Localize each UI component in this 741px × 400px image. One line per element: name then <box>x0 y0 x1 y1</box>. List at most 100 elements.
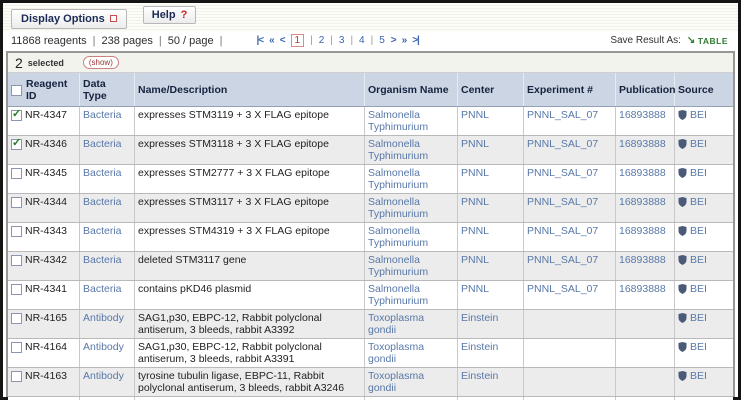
fast-next-button[interactable]: » <box>402 35 407 46</box>
next-page-button[interactable]: > <box>391 35 396 46</box>
organism-name-link[interactable]: Salmonella Typhimurium <box>368 109 454 133</box>
organism-name-link[interactable]: Toxoplasma gondii <box>368 312 454 336</box>
row-checkbox[interactable] <box>11 255 22 266</box>
row-checkbox[interactable] <box>11 313 22 324</box>
center-link[interactable]: PNNL <box>461 225 489 237</box>
organism-name-link[interactable]: Toxoplasma gondii <box>368 370 454 394</box>
last-page-button[interactable]: >| <box>412 35 419 46</box>
row-checkbox[interactable] <box>11 284 22 295</box>
row-checkbox[interactable] <box>11 371 22 382</box>
page-link-3[interactable]: 3 <box>339 35 345 46</box>
source-link[interactable]: BEI <box>690 283 707 295</box>
publication-link[interactable]: 16893888 <box>619 138 666 150</box>
data-type-link[interactable]: Bacteria <box>83 283 122 295</box>
experiment-link[interactable]: PNNL_SAL_07 <box>527 109 598 121</box>
data-type-link[interactable]: Bacteria <box>83 138 122 150</box>
center-cell: PNNL <box>458 223 524 251</box>
page-link-4[interactable]: 4 <box>359 35 365 46</box>
experiment-link[interactable]: PNNL_SAL_07 <box>527 225 598 237</box>
source-link[interactable]: BEI <box>690 312 707 324</box>
source-link[interactable]: BEI <box>690 341 707 353</box>
row-checkbox[interactable] <box>11 197 22 208</box>
column-header-organism-name: Organism Name <box>365 73 458 106</box>
center-cell: PNNL <box>458 107 524 135</box>
data-type-link[interactable]: Antibody <box>83 341 124 353</box>
organism-name-link[interactable]: Salmonella Typhimurium <box>368 138 454 162</box>
center-link[interactable]: PNNL <box>461 283 489 295</box>
source-link[interactable]: BEI <box>690 138 707 150</box>
selected-count: 2 <box>15 55 23 71</box>
publication-link[interactable]: 16893888 <box>619 225 666 237</box>
data-type-cell: Bacteria <box>80 252 135 280</box>
data-type-link[interactable]: Antibody <box>83 312 124 324</box>
name-description: expresses STM4319 + 3 X FLAG epitope <box>138 225 330 237</box>
help-button[interactable]: Help ? <box>143 6 197 24</box>
table-row: NR-4344Bacteriaexpresses STM3117 + 3 X F… <box>8 194 733 223</box>
table-row: NR-4165AntibodySAG1,p30, EBPC-12, Rabbit… <box>8 310 733 339</box>
source-link[interactable]: BEI <box>690 167 707 179</box>
page-link-5[interactable]: 5 <box>379 35 385 46</box>
row-checkbox[interactable] <box>11 226 22 237</box>
first-page-button[interactable]: |< <box>256 35 263 46</box>
prev-page-button[interactable]: < <box>280 35 285 46</box>
pagination: |<«<1|2|3|4|5>»>| <box>256 34 418 47</box>
publication-cell: 16893888 <box>616 194 675 222</box>
experiment-link[interactable]: PNNL_SAL_07 <box>527 283 598 295</box>
organism-name-link[interactable]: Salmonella Typhimurium <box>368 167 454 191</box>
column-header-label: Organism Name <box>368 84 449 96</box>
center-link[interactable]: PNNL <box>461 138 489 150</box>
publication-link[interactable]: 16893888 <box>619 167 666 179</box>
fast-prev-button[interactable]: « <box>269 35 274 46</box>
experiment-link[interactable]: PNNL_SAL_07 <box>527 254 598 266</box>
row-checkbox[interactable] <box>11 342 22 353</box>
row-checkbox[interactable] <box>11 168 22 179</box>
divider: | <box>371 35 374 46</box>
center-cell: PNNL <box>458 136 524 164</box>
organism-name-link[interactable]: Salmonella Typhimurium <box>368 254 454 278</box>
name-description: tyrosine tubulin ligase, EBPC-11, Rabbit… <box>138 370 361 394</box>
center-link[interactable]: Einstein <box>461 370 498 382</box>
source-link[interactable]: BEI <box>690 196 707 208</box>
data-type-link[interactable]: Bacteria <box>83 196 122 208</box>
organism-name-link[interactable]: Salmonella Typhimurium <box>368 225 454 249</box>
publication-link[interactable]: 16893888 <box>619 283 666 295</box>
name-description-cell: expresses STM4319 + 3 X FLAG epitope <box>135 223 365 251</box>
source-link[interactable]: BEI <box>690 370 707 382</box>
data-type-link[interactable]: Antibody <box>83 370 124 382</box>
publication-link[interactable]: 16893888 <box>619 109 666 121</box>
center-link[interactable]: PNNL <box>461 254 489 266</box>
organism-name-link[interactable]: Toxoplasma gondii <box>368 341 454 365</box>
data-type-link[interactable]: Bacteria <box>83 225 122 237</box>
center-link[interactable]: PNNL <box>461 109 489 121</box>
center-link[interactable]: PNNL <box>461 196 489 208</box>
publication-cell: 16893888 <box>616 136 675 164</box>
center-link[interactable]: Einstein <box>461 312 498 324</box>
experiment-link[interactable]: PNNL_SAL_07 <box>527 138 598 150</box>
row-checkbox[interactable] <box>11 110 22 121</box>
save-as-table-link[interactable]: ↘ TABLE <box>687 35 728 46</box>
experiment-cell <box>524 339 616 367</box>
organism-name-link[interactable]: Salmonella Typhimurium <box>368 196 454 220</box>
name-description: expresses STM3118 + 3 X FLAG epitope <box>138 138 329 150</box>
select-all-checkbox[interactable] <box>11 85 22 96</box>
table-row: NR-4347Bacteriaexpresses STM3119 + 3 X F… <box>8 107 733 136</box>
row-checkbox[interactable] <box>11 139 22 150</box>
source-link[interactable]: BEI <box>690 109 707 121</box>
page-link-2[interactable]: 2 <box>319 35 325 46</box>
organism-name-link[interactable]: Salmonella Typhimurium <box>368 283 454 307</box>
show-selected-button[interactable]: (show) <box>83 56 119 69</box>
source-link[interactable]: BEI <box>690 225 707 237</box>
data-type-link[interactable]: Bacteria <box>83 254 122 266</box>
publication-link[interactable]: 16893888 <box>619 254 666 266</box>
center-link[interactable]: Einstein <box>461 341 498 353</box>
center-link[interactable]: PNNL <box>461 167 489 179</box>
data-type-link[interactable]: Bacteria <box>83 109 122 121</box>
publication-cell: 16893888 <box>616 223 675 251</box>
publication-link[interactable]: 16893888 <box>619 196 666 208</box>
display-options-button[interactable]: Display Options <box>11 9 127 29</box>
source-link[interactable]: BEI <box>690 254 707 266</box>
experiment-cell: PNNL_SAL_07 <box>524 136 616 164</box>
data-type-link[interactable]: Bacteria <box>83 167 122 179</box>
experiment-link[interactable]: PNNL_SAL_07 <box>527 196 598 208</box>
experiment-link[interactable]: PNNL_SAL_07 <box>527 167 598 179</box>
